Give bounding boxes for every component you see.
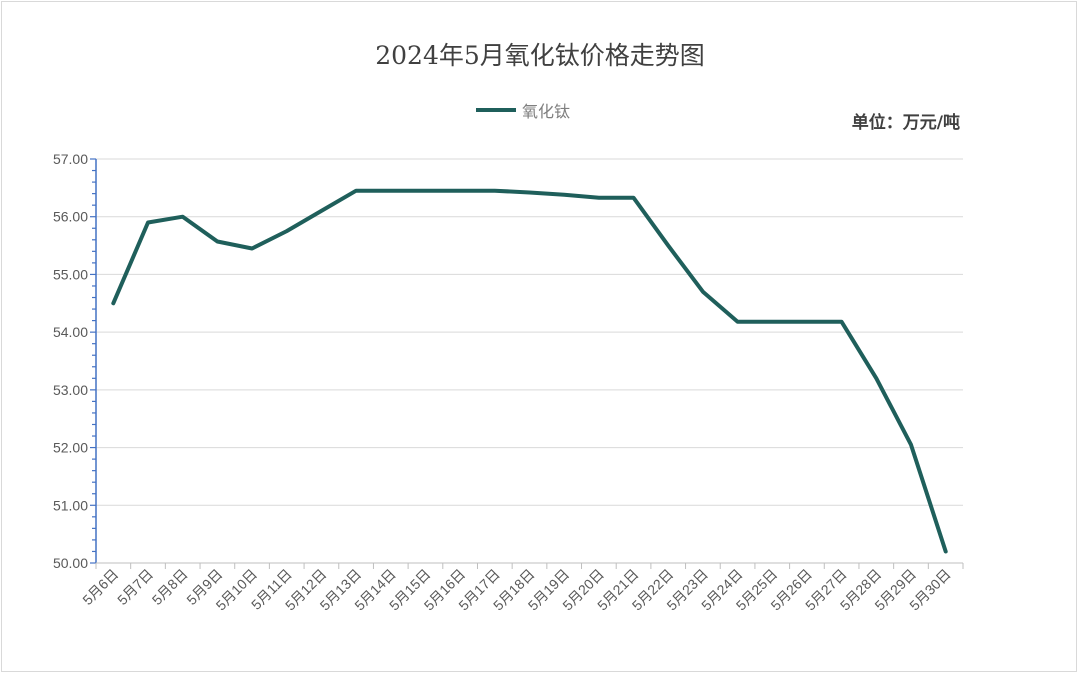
y-tick-label: 54.00 xyxy=(53,324,88,340)
y-tick-label: 51.00 xyxy=(53,497,88,513)
y-tick-label: 50.00 xyxy=(53,555,88,571)
unit-label: 单位：万元/吨 xyxy=(851,113,960,133)
legend: 氧化钛 xyxy=(476,98,570,122)
chart-title: 2024年5月氧化钛价格走势图 xyxy=(375,41,705,70)
y-tick-label: 57.00 xyxy=(53,151,88,167)
y-tick-label: 53.00 xyxy=(53,382,88,398)
x-tick-label: 5月8日 xyxy=(149,566,191,608)
y-tick-label: 52.00 xyxy=(53,440,88,456)
legend-label: 氧化钛 xyxy=(522,102,571,121)
x-tick-label: 5月7日 xyxy=(114,566,156,608)
legend-line-swatch xyxy=(476,108,516,112)
y-tick-label: 56.00 xyxy=(53,209,88,225)
y-tick-label: 55.00 xyxy=(53,266,88,282)
series-line xyxy=(111,188,948,554)
x-tick-label: 5月6日 xyxy=(79,566,121,608)
